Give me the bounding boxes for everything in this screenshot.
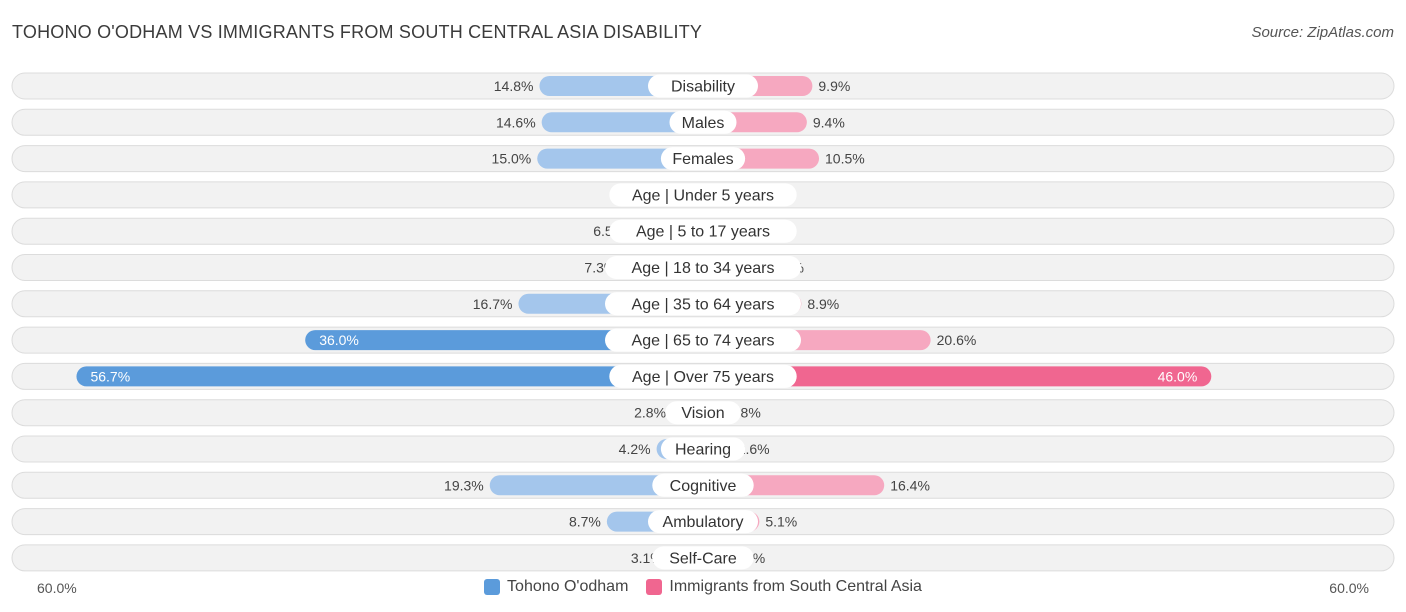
value-label-tohono-disability: 14.8% — [494, 78, 534, 94]
category-label-age-over-75-years: Age | Over 75 years — [632, 369, 774, 386]
value-label-tohono-cognitive: 19.3% — [444, 477, 484, 493]
value-label-tohono-ambulatory: 8.7% — [569, 514, 601, 530]
category-pill-disability — [648, 74, 758, 98]
category-pill-age-over-75-years — [609, 364, 797, 388]
value-label-immigrants-ambulatory: 5.1% — [765, 514, 797, 530]
bar-tohono-age-65-to-74-years — [305, 330, 703, 351]
value-label-tohono-age-35-to-64-years: 16.7% — [473, 296, 513, 312]
source-note: Source: ZipAtlas.com — [1251, 24, 1394, 41]
category-pill-age-65-to-74-years — [605, 328, 801, 352]
bar-immigrants-age-over-75-years — [703, 366, 1212, 387]
axis-label-left: 60.0% — [37, 580, 77, 596]
value-label-tohono-age-65-to-74-years: 36.0% — [319, 332, 359, 348]
category-label-disability: Disability — [671, 79, 735, 96]
legend-label-immigrants: Immigrants from South Central Asia — [669, 578, 922, 595]
value-label-tohono-females: 15.0% — [492, 151, 532, 167]
category-pill-females — [660, 147, 746, 171]
diverging-bar-chart: 14.8% 9.9% Disability 14.6% 9.4% Males 15.0% 10… — [11, 72, 1395, 572]
value-label-tohono-hearing: 4.2% — [619, 441, 651, 457]
category-label-age-under-5-years: Age | Under 5 years — [632, 187, 774, 204]
legend-item-tohono: Tohono O'odham — [484, 578, 628, 596]
legend: Tohono O'odham Immigrants from South Cen… — [0, 578, 1406, 596]
value-label-immigrants-females: 10.5% — [825, 151, 865, 167]
value-label-tohono-males: 14.6% — [496, 114, 536, 130]
category-pill-age-under-5-years — [609, 183, 797, 207]
value-label-immigrants-age-35-to-64-years: 8.9% — [807, 296, 839, 312]
value-label-immigrants-disability: 9.9% — [818, 78, 850, 94]
bar-tohono-cognitive — [489, 475, 703, 496]
value-label-tohono-vision: 2.8% — [634, 405, 666, 421]
bar-tohono-males — [541, 112, 703, 133]
legend-item-immigrants: Immigrants from South Central Asia — [646, 578, 922, 596]
category-pill-age-5-to-17-years — [609, 219, 797, 243]
category-label-cognitive: Cognitive — [670, 478, 737, 495]
category-label-age-35-to-64-years: Age | 35 to 64 years — [632, 296, 775, 313]
category-pill-hearing — [660, 437, 746, 461]
category-label-ambulatory: Ambulatory — [663, 514, 744, 531]
value-label-tohono-age-over-75-years: 56.7% — [90, 368, 130, 384]
value-label-immigrants-cognitive: 16.4% — [890, 477, 930, 493]
category-label-age-65-to-74-years: Age | 65 to 74 years — [632, 333, 775, 350]
legend-swatch-tohono — [484, 579, 501, 595]
category-label-self-care: Self-Care — [669, 550, 737, 567]
value-label-immigrants-males: 9.4% — [813, 114, 845, 130]
category-label-age-5-to-17-years: Age | 5 to 17 years — [636, 224, 770, 241]
category-label-age-18-to-34-years: Age | 18 to 34 years — [632, 260, 775, 277]
category-pill-ambulatory — [648, 510, 758, 534]
bar-tohono-age-over-75-years — [76, 366, 704, 387]
category-pill-vision — [665, 401, 741, 425]
category-pill-self-care — [652, 546, 754, 570]
category-label-hearing: Hearing — [675, 442, 731, 459]
category-label-males: Males — [682, 115, 725, 132]
axis-label-right: 60.0% — [1329, 580, 1369, 596]
category-pill-age-35-to-64-years — [605, 292, 801, 316]
category-label-females: Females — [672, 151, 733, 168]
legend-label-tohono: Tohono O'odham — [507, 578, 629, 595]
category-pill-cognitive — [652, 473, 754, 497]
category-pill-males — [669, 110, 737, 134]
legend-swatch-immigrants — [646, 579, 663, 595]
value-label-immigrants-hearing: 2.6% — [738, 441, 770, 457]
value-label-immigrants-age-65-to-74-years: 20.6% — [937, 332, 977, 348]
chart-title: TOHONO O'ODHAM VS IMMIGRANTS FROM SOUTH … — [12, 22, 703, 42]
bar-tohono-females — [537, 148, 703, 169]
value-label-immigrants-age-over-75-years: 46.0% — [1158, 368, 1198, 384]
category-pill-age-18-to-34-years — [605, 256, 801, 279]
category-label-vision: Vision — [681, 405, 724, 422]
